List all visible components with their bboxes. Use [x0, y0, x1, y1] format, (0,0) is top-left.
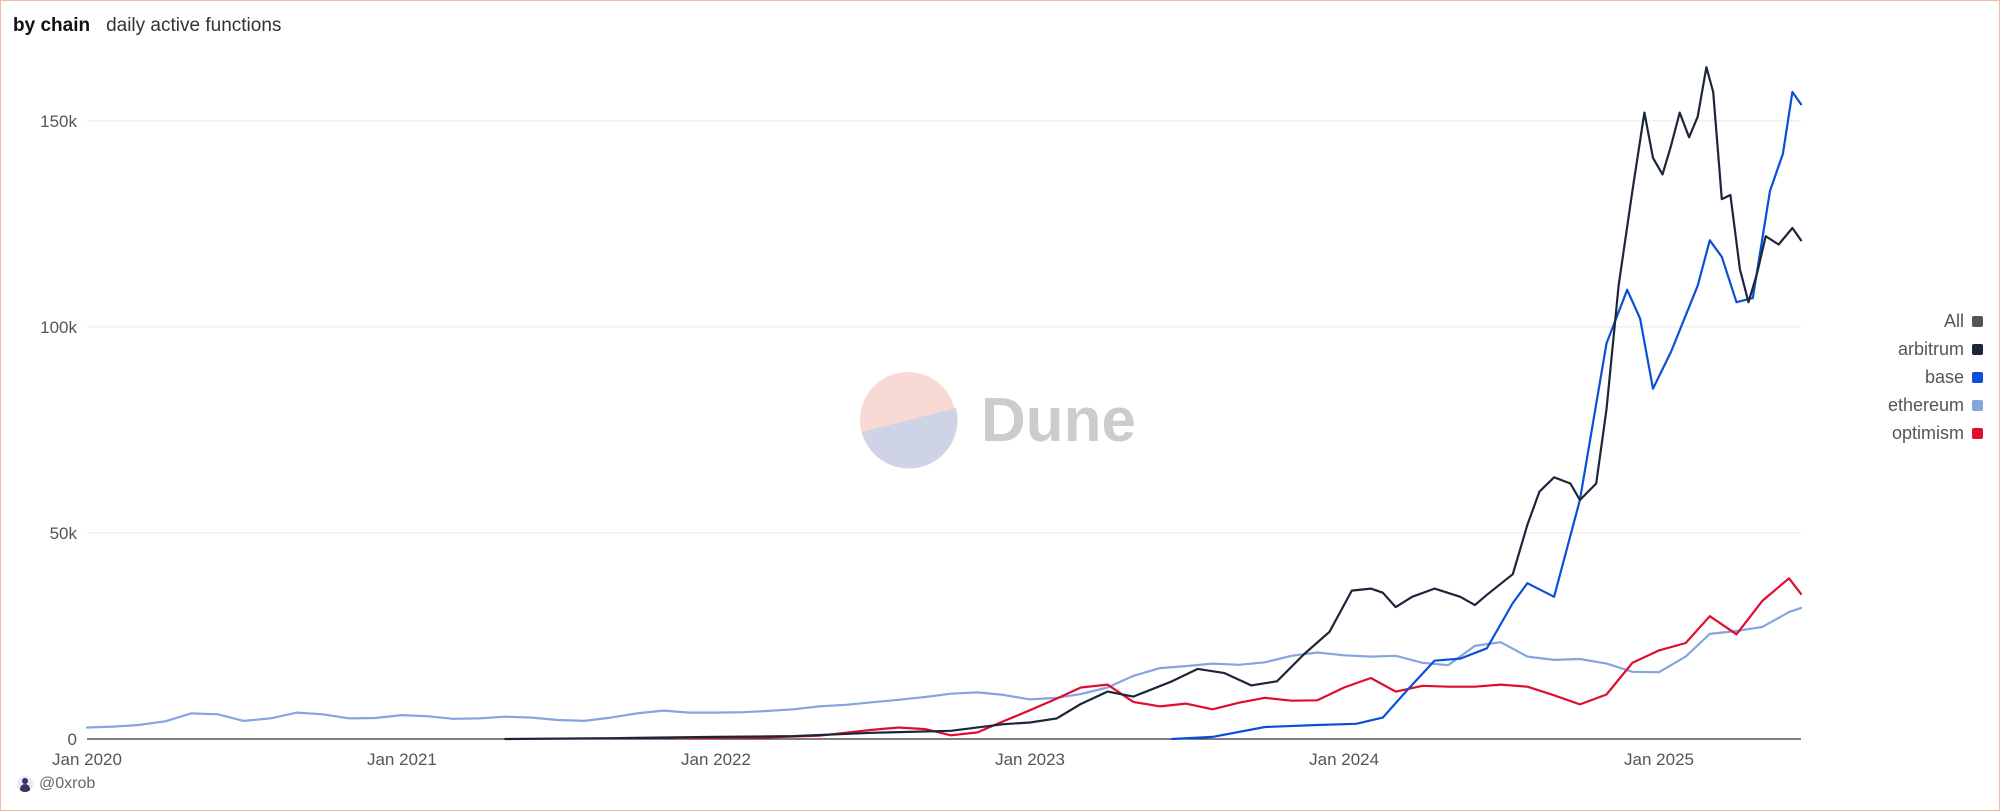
legend-item-all[interactable]: All: [1944, 311, 1983, 332]
legend-swatch: [1972, 344, 1983, 355]
legend-item-base[interactable]: base: [1925, 367, 1983, 388]
y-tick-label: 100k: [40, 318, 77, 337]
dune-logo-lower-icon: [862, 408, 958, 469]
x-tick-label: Jan 2020: [52, 750, 122, 769]
legend: All arbitrum base ethereum optimism: [1888, 311, 1983, 444]
chart-tab-title[interactable]: by chain: [13, 15, 91, 36]
legend-label: optimism: [1891, 423, 1964, 443]
dune-watermark-text: Dune: [981, 386, 1136, 455]
x-tick-label: Jan 2025: [1624, 750, 1694, 769]
series-lines: [85, 66, 1803, 741]
legend-swatch: [1972, 316, 1983, 327]
legend-swatch: [1972, 428, 1983, 439]
chart-subtitle: daily active functions: [106, 15, 282, 36]
x-tick-label: Jan 2023: [995, 750, 1065, 769]
y-tick-label: 50k: [50, 524, 78, 543]
legend-item-optimism[interactable]: optimism: [1892, 423, 1983, 444]
series-line-ethereum[interactable]: [85, 606, 1803, 729]
y-axis: 0 50k 100k 150k: [40, 112, 77, 749]
legend-item-arbitrum[interactable]: arbitrum: [1898, 339, 1983, 360]
legend-label: ethereum: [1887, 395, 1964, 415]
legend-item-ethereum[interactable]: ethereum: [1888, 395, 1983, 416]
legend-label: arbitrum: [1897, 339, 1964, 359]
x-tick-label: Jan 2022: [681, 750, 751, 769]
author-footer: @0xrob: [17, 775, 95, 793]
author-avatar: [17, 776, 33, 792]
series-line-optimism[interactable]: [674, 577, 1803, 740]
y-tick-label: 150k: [40, 112, 77, 131]
x-axis: Jan 2020 Jan 2021 Jan 2022 Jan 2023 Jan 2024…: [52, 738, 1801, 769]
x-tick-label: Jan 2021: [367, 750, 437, 769]
legend-label: All: [1943, 311, 1964, 331]
author-handle[interactable]: @0xrob: [39, 775, 96, 792]
series-line-base[interactable]: [1170, 90, 1803, 741]
grid-lines: [87, 120, 1801, 534]
x-tick-label: Jan 2024: [1309, 750, 1379, 769]
chart-header: by chain daily active functions: [13, 15, 281, 43]
series-line-arbitrum[interactable]: [504, 66, 1803, 741]
legend-label: base: [1924, 367, 1964, 387]
legend-swatch: [1972, 400, 1983, 411]
legend-swatch: [1972, 372, 1983, 383]
y-tick-label: 0: [68, 730, 77, 749]
dune-watermark: Dune: [860, 372, 1136, 469]
